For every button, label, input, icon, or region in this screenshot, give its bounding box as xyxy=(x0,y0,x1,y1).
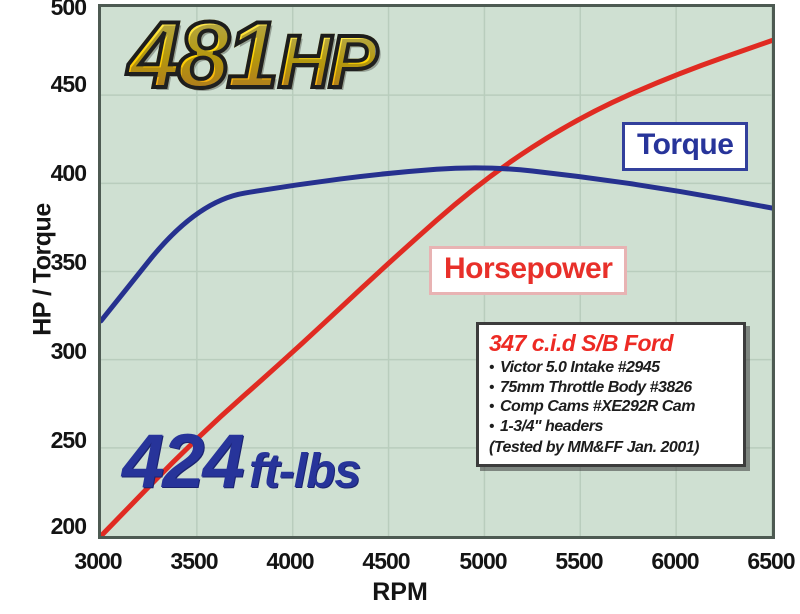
x-tick-3500: 3500 xyxy=(170,548,218,574)
peak-torque-unit: ft-lbs xyxy=(248,445,361,498)
spec-item-label: 1-3/4" headers xyxy=(500,418,603,436)
peak-hp-number: 481 xyxy=(126,2,281,107)
bullet-icon: • xyxy=(489,378,494,396)
series-lines xyxy=(101,38,772,536)
x-tick-6000: 6000 xyxy=(651,548,699,574)
spec-item: • Victor 5.0 Intake #2945 xyxy=(489,358,735,378)
engine-spec-box: 347 c.i.d S/B Ford • Victor 5.0 Intake #2… xyxy=(476,322,746,467)
x-axis-title: RPM xyxy=(372,578,428,606)
spec-item-label: 75mm Throttle Body #3826 xyxy=(500,378,692,396)
x-tick-5500: 5500 xyxy=(555,548,603,574)
spec-item: • 1-3/4" headers xyxy=(489,417,735,437)
x-tick-3000: 3000 xyxy=(74,548,122,574)
spec-bullet-list: • Victor 5.0 Intake #2945 • 75mm Throttle B… xyxy=(489,358,735,437)
y-tick-500: 500 xyxy=(50,0,87,20)
spec-box-note: (Tested by MM&FF Jan. 2001) xyxy=(489,438,699,456)
y-tick-300: 300 xyxy=(50,338,87,364)
series-line-torque xyxy=(101,165,772,324)
spec-item: • 75mm Throttle Body #3826 xyxy=(489,378,735,398)
peak-hp-unit: HP xyxy=(276,20,380,103)
peak-hp-headline: 481HP xyxy=(126,6,380,104)
y-tick-450: 450 xyxy=(50,71,87,97)
spec-item-label: Victor 5.0 Intake #2945 xyxy=(500,359,660,377)
x-tick-4500: 4500 xyxy=(362,548,410,574)
peak-torque-headline: 424 ft-lbs xyxy=(122,424,361,500)
bullet-icon: • xyxy=(489,418,494,436)
x-tick-5000: 5000 xyxy=(459,548,507,574)
y-tick-350: 350 xyxy=(50,249,87,275)
torque-series-label: Torque xyxy=(622,122,749,171)
x-tick-6500: 6500 xyxy=(747,548,795,574)
spec-box-title: 347 c.i.d S/B Ford xyxy=(489,330,674,356)
y-tick-200: 200 xyxy=(50,513,87,539)
spec-item-label: Comp Cams #XE292R Cam xyxy=(500,398,695,416)
y-tick-400: 400 xyxy=(50,160,87,186)
peak-torque-number: 424 xyxy=(122,419,245,504)
x-tick-4000: 4000 xyxy=(266,548,314,574)
spec-item: • Comp Cams #XE292R Cam xyxy=(489,397,735,417)
bullet-icon: • xyxy=(489,359,494,377)
horsepower-series-label: Horsepower xyxy=(429,246,628,295)
series-line-horsepower xyxy=(101,38,772,536)
y-tick-250: 250 xyxy=(50,427,87,453)
bullet-icon: • xyxy=(489,398,494,416)
